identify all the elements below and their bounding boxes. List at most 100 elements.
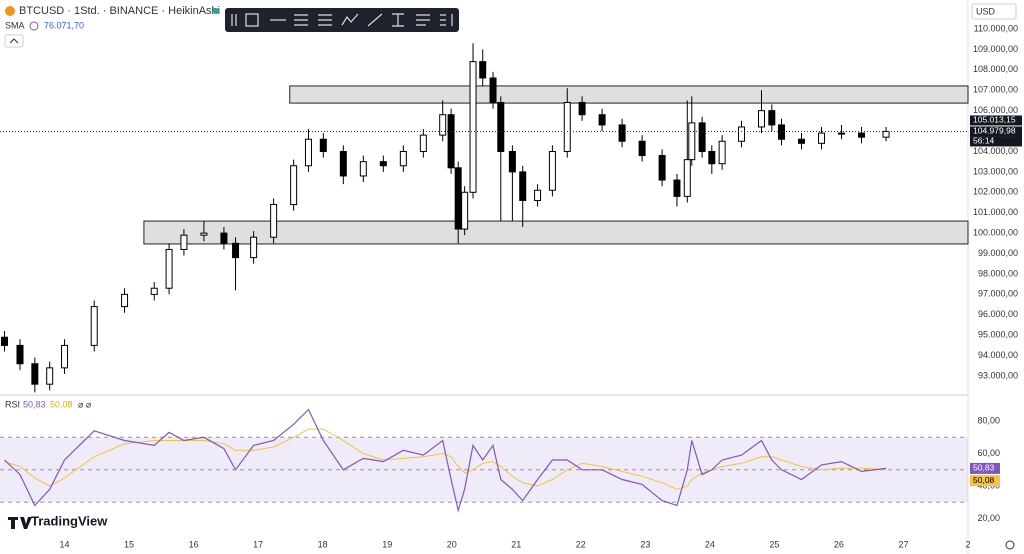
sma-value: 76.071,70	[44, 20, 84, 30]
sma-icon	[29, 21, 39, 31]
price-badge	[970, 126, 1022, 137]
candle-body	[688, 122, 696, 161]
candle-body	[598, 114, 606, 126]
candle-body	[61, 344, 69, 369]
candle-body	[563, 101, 571, 152]
candle-body	[508, 150, 516, 173]
candle-body	[180, 234, 188, 250]
last-value-label: 50,08	[973, 475, 995, 485]
candle-body	[698, 122, 706, 152]
collapse-button[interactable]	[4, 34, 24, 48]
candle-body	[798, 138, 806, 144]
candle-body	[16, 344, 24, 365]
y-tick-label: 20,00	[977, 513, 1000, 523]
candle-body	[479, 61, 487, 79]
y-tick-label: 97.000,00	[978, 289, 1018, 299]
rsi-line	[4, 408, 887, 513]
x-tick-label: 21	[511, 539, 521, 549]
y-tick-label: 102.000,00	[973, 187, 1018, 197]
candle-body	[718, 140, 726, 165]
candle-body	[31, 363, 39, 385]
collapse-icon	[9, 38, 19, 44]
candle-body	[818, 132, 826, 144]
x-tick-label: 2	[965, 539, 970, 549]
candle-body	[519, 171, 527, 201]
zone	[143, 220, 969, 245]
candle-body	[638, 140, 646, 157]
logo-icon	[8, 517, 32, 529]
currency: USD	[976, 6, 996, 16]
x-tick-label: 19	[382, 539, 392, 549]
candle-body	[469, 61, 477, 193]
symbol-icon	[5, 6, 15, 16]
y-tick-label: 94.000,00	[978, 350, 1018, 360]
candle-body	[683, 159, 691, 197]
candle-body	[737, 126, 745, 142]
last-value-badge	[970, 475, 1000, 487]
last-value-label: 50,83	[973, 463, 995, 473]
x-tick-label: 24	[705, 539, 715, 549]
status-dot	[213, 8, 219, 14]
candle-body	[658, 155, 666, 181]
candle-body	[882, 130, 890, 138]
sma-name: SMA	[5, 20, 25, 30]
x-tick-label: 14	[60, 539, 70, 549]
candle-body	[419, 134, 427, 152]
candle-body	[708, 150, 716, 165]
y-tick-label: 96.000,00	[978, 309, 1018, 319]
rsi-sma-value: 50,08	[50, 399, 73, 409]
candle-body	[250, 236, 258, 259]
y-tick-label: 107.000,00	[973, 85, 1018, 95]
y-tick-label: 109.000,00	[973, 44, 1018, 54]
candle-body	[232, 242, 240, 259]
y-tick-label: 95.000,00	[978, 330, 1018, 340]
y-tick-label: 106.000,00	[973, 105, 1018, 115]
settings-icon[interactable]	[1005, 540, 1015, 550]
rsi-name: RSI	[5, 399, 20, 409]
x-tick-label: 26	[834, 539, 844, 549]
candle-body	[489, 77, 497, 103]
candle-body	[90, 306, 98, 346]
candle-body	[439, 114, 447, 136]
y-tick-label: 108.000,00	[973, 64, 1018, 74]
candle-body	[618, 124, 626, 142]
x-tick-label: 23	[640, 539, 650, 549]
y-tick-label: 103.000,00	[973, 166, 1018, 176]
candle-body	[270, 204, 278, 238]
y-tick-label: 80,00	[977, 415, 1000, 425]
candle-body	[339, 150, 347, 177]
x-tick-label: 18	[318, 539, 328, 549]
currency-button[interactable]	[971, 3, 1017, 20]
candle-body	[290, 165, 298, 206]
price-badge-label: 105.013,15	[973, 115, 1016, 125]
y-tick-label: 100.000,00	[973, 227, 1018, 237]
candle-body	[757, 110, 765, 128]
last-value-badge	[970, 462, 1000, 474]
x-tick-label: 17	[253, 539, 263, 549]
zone	[289, 85, 969, 104]
price-badge	[970, 115, 1022, 126]
candle-body	[220, 232, 228, 244]
x-tick-label: 15	[124, 539, 134, 549]
candle-body	[200, 232, 208, 236]
candle-body	[768, 110, 776, 126]
rsi-value: 50,83	[23, 399, 46, 409]
candle-body	[454, 167, 462, 230]
rsi-icons: ⌀ ⌀	[78, 399, 92, 409]
x-tick-label: 20	[447, 539, 457, 549]
candle-body	[304, 138, 312, 167]
y-tick-label: 60,00	[977, 448, 1000, 458]
candle-body	[46, 367, 54, 385]
candle-body	[497, 101, 505, 152]
x-tick-label: 25	[769, 539, 779, 549]
x-tick-label: 16	[189, 539, 199, 549]
candle-body	[673, 179, 681, 197]
candle-body	[461, 191, 469, 230]
price-badge-label: 104.979,98	[973, 126, 1016, 136]
drawing-toolbar	[225, 8, 459, 32]
y-tick-label: 101.000,00	[973, 207, 1018, 217]
y-tick-label: 99.000,00	[978, 248, 1018, 258]
y-tick-label: 104.000,00	[973, 146, 1018, 156]
